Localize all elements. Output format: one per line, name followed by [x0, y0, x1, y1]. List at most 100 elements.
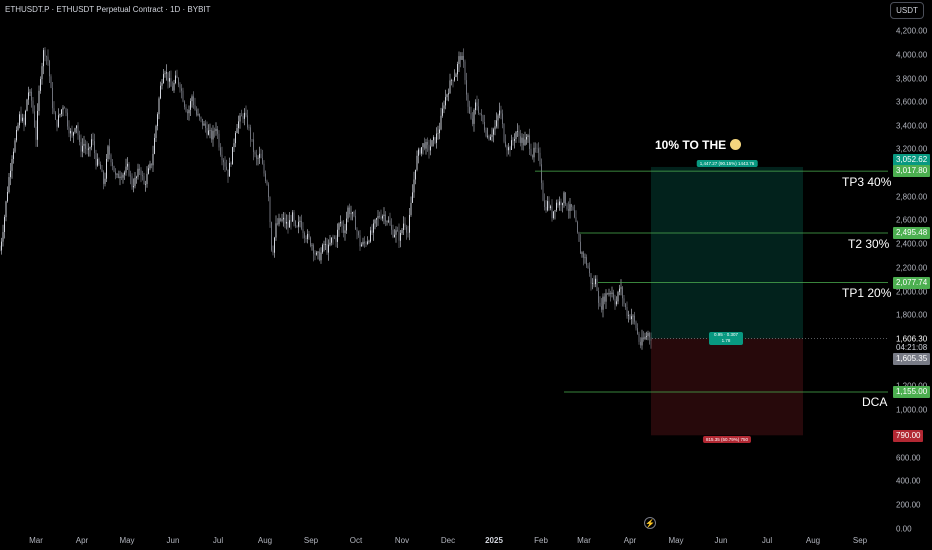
candle-body: [235, 133, 236, 144]
candle-body: [490, 136, 491, 140]
candle-body: [362, 241, 364, 245]
candle-body: [310, 237, 311, 246]
candle-body: [344, 230, 346, 233]
candle-body: [95, 153, 97, 166]
candle-body: [586, 257, 587, 266]
candle-body: [85, 143, 86, 149]
candle-body: [241, 115, 242, 117]
candle-body: [578, 232, 580, 242]
candle-body: [145, 184, 146, 185]
candle-body: [526, 137, 527, 140]
candle-body: [166, 72, 167, 74]
candle-body: [143, 176, 145, 184]
candle-body: [470, 113, 472, 119]
candle-body: [229, 163, 230, 177]
candle-body: [518, 131, 520, 137]
candle-body: [358, 231, 359, 236]
candle-body: [289, 220, 290, 228]
t2-label[interactable]: T2 30%: [848, 237, 890, 251]
candle-body: [442, 108, 443, 116]
candle-body: [226, 166, 227, 170]
candle-body: [473, 110, 475, 124]
candle-body: [212, 130, 214, 140]
candle-body: [514, 139, 515, 141]
candle-body: [520, 136, 521, 143]
candle-body: [232, 147, 233, 165]
candle-body: [452, 80, 454, 81]
candle-body: [40, 79, 41, 91]
candle-body: [13, 151, 14, 159]
candle-body: [119, 176, 121, 178]
candle-body: [76, 125, 77, 129]
price-tick: 200.00: [896, 500, 921, 510]
candle-body: [239, 115, 241, 122]
tp1-label[interactable]: TP1 20%: [842, 286, 892, 300]
symbol-legend[interactable]: ETHUSDT.P · ETHUSDT Perpetual Contract ·…: [5, 5, 211, 14]
candle-body: [79, 135, 80, 142]
candle-body: [416, 155, 418, 170]
candle-body: [304, 233, 305, 238]
candle-body: [142, 175, 143, 177]
price-tick: 600.00: [896, 453, 921, 463]
price-tick: 4,200.00: [896, 26, 928, 36]
lightning-icon[interactable]: ⚡: [644, 517, 656, 529]
tp3-label[interactable]: TP3 40%: [842, 175, 892, 189]
candle-body: [127, 163, 128, 167]
candle-body: [254, 152, 256, 155]
candle-body: [175, 75, 176, 83]
candle-body: [106, 159, 107, 179]
candle-body: [197, 114, 199, 115]
candle-body: [589, 268, 590, 274]
candle-body: [185, 106, 187, 112]
candle-body: [565, 192, 566, 205]
candle-body: [211, 130, 212, 140]
candle-body: [458, 56, 460, 64]
candle-body: [64, 107, 65, 109]
price-tick: 1,000.00: [896, 405, 928, 415]
candle-body: [82, 145, 83, 152]
loss-zone: [651, 338, 803, 436]
candle-body: [176, 75, 178, 78]
candle-body: [364, 241, 365, 244]
candle-body: [50, 76, 52, 88]
candle-body: [20, 114, 22, 121]
candle-body: [512, 140, 514, 141]
candle-body: [257, 157, 259, 159]
candle-body: [421, 147, 422, 154]
candle-body: [320, 252, 322, 261]
dca-label[interactable]: DCA: [862, 395, 888, 409]
currency-button[interactable]: USDT: [890, 2, 924, 19]
moon-icon: [730, 139, 742, 150]
candle-body: [26, 99, 28, 111]
candle-body: [262, 158, 263, 164]
time-tick: Sep: [303, 536, 319, 545]
candle-body: [400, 233, 401, 241]
candle-body: [116, 173, 118, 175]
candle-body: [16, 130, 17, 141]
candle-body: [625, 303, 626, 307]
candle-body: [133, 186, 134, 188]
price-tick: 3,400.00: [896, 121, 928, 131]
candle-body: [137, 168, 139, 177]
target-badge[interactable]: 1,447.27 (90.15%) 1443.76: [696, 160, 758, 167]
candle-body: [398, 231, 400, 241]
candle-body: [167, 72, 169, 82]
candle-body: [620, 287, 622, 289]
candle-body: [536, 147, 538, 149]
headline-annotation[interactable]: 10% TO THE: [655, 138, 742, 152]
candle-body: [118, 173, 119, 179]
candle-body: [356, 229, 358, 232]
candle-body: [494, 126, 496, 130]
entry-badge[interactable]: 0.95 · 0.307 1.78: [709, 332, 743, 345]
candle-body: [169, 78, 170, 82]
candle-body: [110, 154, 112, 163]
candle-body: [503, 124, 505, 142]
candle-body: [562, 203, 563, 206]
price-tick: 2,000.00: [896, 287, 928, 297]
stop-badge[interactable]: 815.35 (50.79%) 750: [702, 436, 752, 443]
time-tick: May: [668, 536, 684, 545]
candle-body: [224, 162, 226, 167]
candle-body: [487, 135, 488, 137]
candle-body: [265, 173, 266, 181]
